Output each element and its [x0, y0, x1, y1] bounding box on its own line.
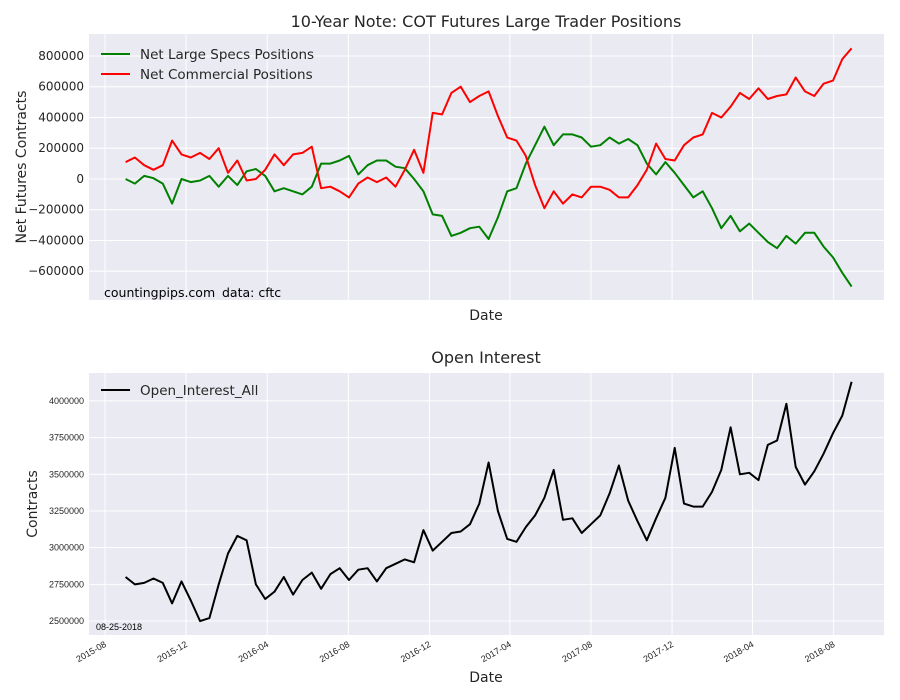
x-tick-label: 2018-08 [803, 639, 837, 664]
x-tick-label: 2015-12 [155, 639, 189, 664]
positions-y-label: Net Futures Contracts [14, 91, 30, 244]
x-tick-label: 2016-12 [399, 639, 433, 664]
open-interest-x-label: Date [469, 670, 502, 686]
y-tick-label: 600000 [38, 80, 84, 94]
legend-label-commercial: Net Commercial Positions [140, 67, 313, 83]
positions-y-ticks: 800000 600000 400000 200000 0 −200000 −400000 −… [28, 49, 84, 278]
y-tick-label: 3500000 [49, 469, 84, 479]
y-tick-label: 3250000 [49, 506, 84, 516]
open-interest-x-ticks: 2015-08 2015-12 2016-04 2016-08 2016-12 2017-… [74, 639, 836, 664]
positions-plot-area [89, 34, 884, 300]
x-tick-label: 2016-08 [318, 639, 352, 664]
open-interest-legend: Open_Interest_All [101, 383, 258, 399]
y-tick-label: 2750000 [49, 579, 84, 589]
series-line-open-interest-all [124, 381, 853, 623]
open-interest-title: Open Interest [431, 348, 540, 367]
open-interest-y-ticks: 2500000 2750000 3000000 3250000 3500000 37500… [49, 396, 84, 626]
open-interest-chart: Open Interest 2500000 2750000 3000000 32500… [25, 348, 884, 686]
x-tick-label: 2017-08 [560, 639, 594, 664]
y-tick-label: 200000 [38, 141, 84, 155]
y-tick-label: 0 [76, 172, 84, 186]
positions-x-label: Date [469, 308, 502, 324]
legend-label-open-interest: Open_Interest_All [140, 383, 258, 399]
y-tick-label: −200000 [28, 203, 84, 217]
x-tick-label: 2017-04 [479, 639, 513, 664]
x-tick-label: 2017-12 [641, 639, 675, 664]
positions-chart: 10-Year Note: COT Futures Large Trader P… [14, 12, 884, 324]
y-tick-label: −400000 [28, 233, 84, 247]
date-annotation: 08-25-2018 [96, 622, 142, 632]
series-line-net-large-specs-positions [125, 125, 853, 288]
x-tick-label: 2016-04 [237, 639, 271, 664]
open-interest-plot-area [89, 373, 884, 635]
y-tick-label: −600000 [28, 264, 84, 278]
y-tick-label: 4000000 [49, 396, 84, 406]
legend-label-specs: Net Large Specs Positions [140, 47, 314, 63]
data-annotation: data: cftc [222, 285, 281, 300]
positions-lines [125, 47, 853, 288]
open-interest-lines [124, 381, 853, 623]
x-tick-label: 2015-08 [74, 639, 108, 664]
y-tick-label: 3000000 [49, 543, 84, 553]
x-tick-label: 2018-04 [722, 639, 756, 664]
source-annotation: countingpips.com [104, 285, 215, 300]
y-tick-label: 800000 [38, 49, 84, 63]
open-interest-y-label: Contracts [25, 470, 41, 538]
positions-chart-title: 10-Year Note: COT Futures Large Trader P… [291, 12, 682, 31]
y-tick-label: 3750000 [49, 433, 84, 443]
series-line-net-commercial-positions [125, 47, 853, 210]
y-tick-label: 2500000 [49, 616, 84, 626]
positions-grid [89, 34, 884, 300]
y-tick-label: 400000 [38, 110, 84, 124]
positions-legend: Net Large Specs Positions Net Commercial… [101, 47, 314, 83]
